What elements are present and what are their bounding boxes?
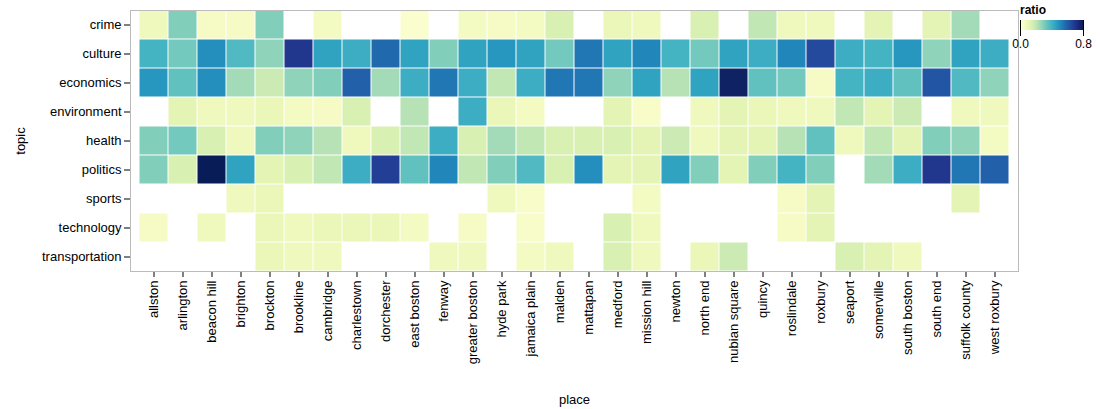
svg-text:politics: politics — [82, 162, 122, 177]
svg-text:brookline: brookline — [291, 281, 306, 334]
svg-text:economics: economics — [59, 75, 122, 90]
svg-text:south end: south end — [929, 281, 944, 338]
svg-text:south boston: south boston — [900, 281, 915, 355]
svg-text:environment: environment — [50, 104, 122, 119]
svg-text:technology: technology — [59, 220, 122, 235]
svg-text:health: health — [86, 133, 121, 148]
svg-text:west roxbury: west roxbury — [987, 280, 1002, 355]
svg-text:roxbury: roxbury — [813, 280, 828, 324]
svg-text:0.8: 0.8 — [1075, 37, 1092, 51]
svg-text:place: place — [559, 392, 590, 407]
svg-text:medford: medford — [610, 281, 625, 329]
svg-text:sports: sports — [86, 191, 122, 206]
svg-text:fenway: fenway — [436, 280, 451, 322]
svg-text:east boston: east boston — [407, 281, 422, 348]
svg-text:roslindale: roslindale — [784, 281, 799, 337]
svg-text:suffolk county: suffolk county — [958, 280, 973, 360]
svg-text:0.0: 0.0 — [1012, 37, 1029, 51]
svg-text:north end: north end — [697, 281, 712, 336]
svg-text:beacon hill: beacon hill — [204, 280, 219, 342]
svg-text:brighton: brighton — [233, 281, 248, 328]
svg-text:seaport: seaport — [842, 280, 857, 324]
svg-text:arlington: arlington — [175, 281, 190, 331]
svg-text:quincy: quincy — [755, 280, 770, 318]
svg-text:brockton: brockton — [262, 281, 277, 331]
svg-text:mattapan: mattapan — [581, 281, 596, 335]
svg-text:topic: topic — [13, 127, 28, 155]
svg-text:mission hill: mission hill — [639, 280, 654, 344]
svg-text:nubian square: nubian square — [726, 281, 741, 363]
svg-text:ratio: ratio — [1020, 3, 1046, 17]
svg-text:newton: newton — [668, 281, 683, 323]
svg-text:dorchester: dorchester — [378, 280, 393, 342]
svg-text:cambridge: cambridge — [320, 281, 335, 342]
svg-text:hyde park: hyde park — [494, 280, 509, 338]
svg-text:greater boston: greater boston — [465, 281, 480, 365]
svg-text:crime: crime — [90, 17, 122, 32]
svg-text:jamaica plain: jamaica plain — [523, 281, 538, 358]
svg-text:somerville: somerville — [871, 281, 886, 340]
svg-text:culture: culture — [82, 46, 121, 61]
svg-text:allston: allston — [146, 281, 161, 319]
svg-text:transportation: transportation — [42, 249, 122, 264]
svg-text:malden: malden — [552, 281, 567, 324]
svg-text:charlestown: charlestown — [349, 281, 364, 350]
